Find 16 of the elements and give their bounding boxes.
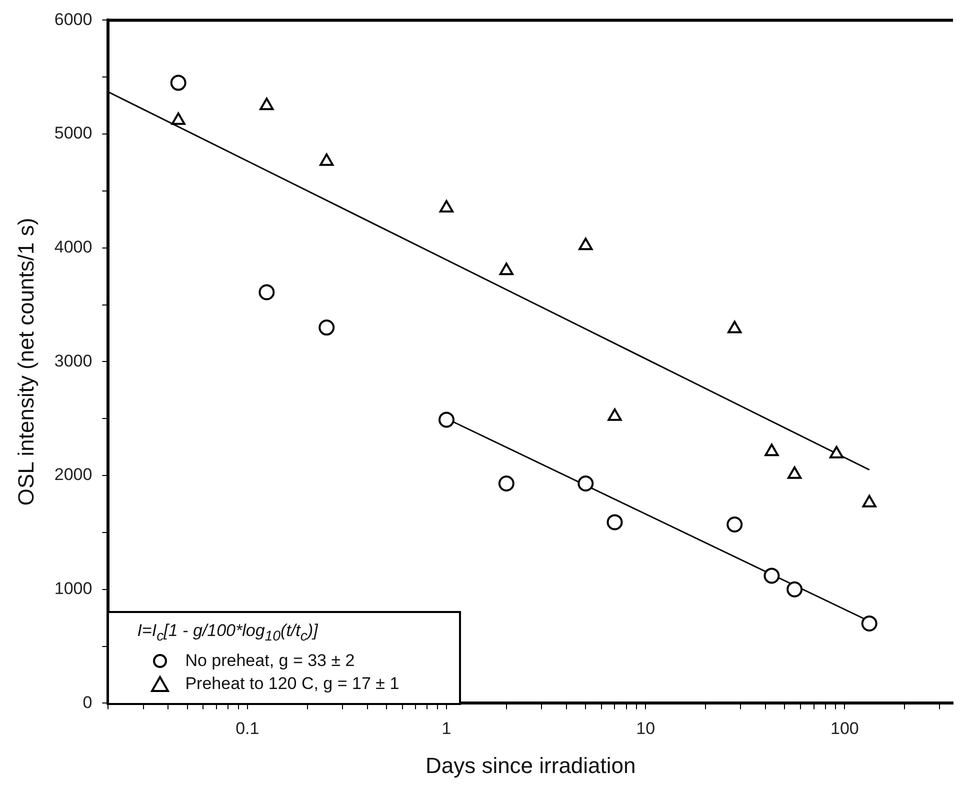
y-tick-label: 2000 bbox=[54, 465, 92, 484]
x-axis-title: Days since irradiation bbox=[425, 752, 636, 778]
x-tick-label: 0.1 bbox=[236, 719, 260, 738]
y-axis-title: OSL intensity (net counts/1 s) bbox=[13, 218, 38, 506]
x-tick-label: 100 bbox=[830, 719, 859, 738]
legend-title: I=I$_{c}$[1 - g/100*log$_{10}$(t/t$_{c}$)] bbox=[137, 621, 320, 645]
legend-label: No preheat, g = 33 ± 2 bbox=[185, 650, 355, 671]
y-tick-label: 0 bbox=[82, 692, 92, 712]
y-tick-label: 3000 bbox=[54, 351, 92, 370]
x-tick-label: 1 bbox=[442, 719, 452, 738]
legend-label: Preheat to 120 C, g = 17 ± 1 bbox=[185, 674, 400, 694]
y-tick-label: 4000 bbox=[54, 238, 92, 257]
y-tick-label: 5000 bbox=[54, 124, 92, 143]
x-tick-label: 10 bbox=[636, 719, 656, 738]
y-tick-label: 6000 bbox=[54, 10, 92, 29]
y-tick-label: 1000 bbox=[54, 579, 92, 598]
